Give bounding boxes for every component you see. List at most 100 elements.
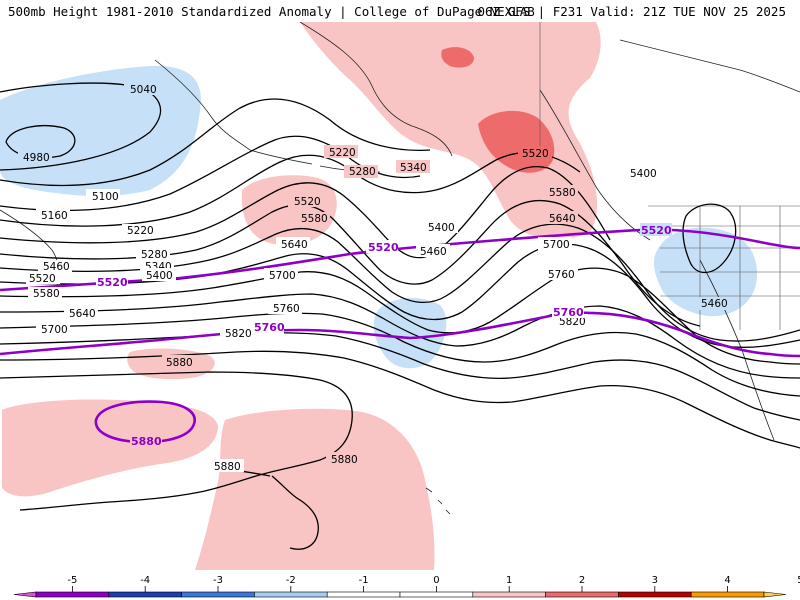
colorbar-segment (545, 591, 619, 598)
label-bg (220, 326, 254, 339)
label-5520-highlight-b: 5520 (368, 241, 399, 254)
hudson-bay-coastline (619, 39, 800, 93)
alaska-coastline (299, 22, 453, 157)
contour-5820 (0, 350, 800, 449)
model-run-info: 06Z GFS | F231 Valid: 21Z TUE NOV 25 202… (477, 4, 786, 19)
colorbar-tick-label: -5 (67, 575, 77, 586)
label-bg (162, 355, 196, 368)
label-bg (38, 260, 72, 273)
colorbar-segment (326, 591, 401, 598)
colorbar-tick-label: -1 (359, 575, 369, 586)
contour-5040 (0, 82, 162, 171)
label-5160: 5160 (41, 210, 68, 222)
contour-5100 (0, 98, 431, 187)
label-5880-highlight: 5880 (131, 435, 162, 448)
contour-5700 (0, 312, 800, 397)
label-bg (210, 459, 244, 472)
label-5820: 5820 (225, 328, 252, 340)
colorbar-segment (108, 591, 182, 598)
positive-anomaly-region (300, 22, 601, 240)
label-5520-c: 5520 (522, 148, 549, 160)
label-5280-b: 5280 (349, 166, 376, 178)
label-bg (326, 452, 360, 465)
label-bg (366, 240, 398, 253)
label-5040: 5040 (130, 84, 157, 96)
coastlines (0, 22, 800, 515)
label-5340-b: 5340 (400, 162, 427, 174)
label-5400-c: 5400 (630, 168, 657, 180)
label-bg (416, 244, 450, 257)
label-5760-b: 5760 (548, 269, 575, 281)
label-5520: 5520 (29, 273, 56, 285)
label-5580-b: 5580 (301, 213, 328, 225)
label-bg (344, 165, 378, 178)
label-5460: 5460 (43, 261, 70, 273)
label-bg (64, 306, 98, 319)
label-bg (36, 208, 70, 221)
label-bg (696, 297, 730, 310)
label-5520-b: 5520 (294, 196, 321, 208)
positive-anomaly-region (241, 175, 337, 246)
label-5220-b: 5220 (329, 147, 356, 159)
label-5880: 5880 (166, 357, 193, 369)
contour-5760-highlight (0, 311, 800, 358)
label-5760-highlight: 5760 (254, 321, 285, 334)
strong-positive-anomaly-region (441, 47, 474, 68)
label-bg (130, 434, 162, 447)
label-5700-b: 5700 (269, 270, 296, 282)
label-5640-c: 5640 (549, 213, 576, 225)
label-bg (122, 224, 156, 237)
state-grid (660, 206, 800, 330)
label-5520-highlight: 5520 (97, 276, 128, 289)
label-bg (544, 185, 578, 198)
canada-coastline (539, 89, 651, 241)
label-bg (28, 287, 62, 300)
label-bg (268, 301, 302, 314)
label-bg (544, 267, 578, 280)
label-bg (276, 237, 310, 250)
contour-5400 (0, 223, 800, 342)
colorbar-tick-label: 3 (652, 575, 658, 586)
label-bg (264, 268, 298, 281)
label-5220: 5220 (127, 225, 154, 237)
political-borders (539, 22, 800, 330)
product-title: 500mb Height 1981-2010 Standardized Anom… (8, 4, 535, 19)
colorbar-segment (399, 591, 474, 598)
positive-anomaly-region (2, 399, 218, 497)
label-5640-b: 5640 (281, 239, 308, 251)
contour-5280 (0, 166, 611, 259)
label-bg (96, 276, 128, 289)
label-5820-b: 5820 (559, 316, 586, 328)
contour-5220 (0, 152, 581, 227)
label-5460-c: 5460 (701, 298, 728, 310)
label-5400: 5400 (146, 270, 173, 282)
colorbar-segment (35, 591, 110, 598)
contour-labels: 5040 4980 5100 5160 5220 5220 5280 5280 … (18, 82, 730, 473)
colorbar-tick-label: 0 (433, 575, 439, 586)
label-5580-c: 5580 (549, 187, 576, 199)
label-bg (538, 237, 572, 250)
label-bg (640, 223, 672, 236)
colorbar-tick-label: -3 (213, 575, 223, 586)
contour-5340 (0, 200, 701, 327)
hawaii-islands (425, 487, 451, 515)
label-bg (396, 160, 430, 173)
colorbar-segment (618, 591, 692, 598)
label-5760: 5760 (273, 303, 300, 315)
label-5880-b: 5880 (214, 461, 241, 473)
label-5880-c: 5880 (331, 454, 358, 466)
colorbar-segment (690, 591, 765, 598)
colorbar-tick-marks (72, 586, 728, 592)
label-bg (26, 271, 60, 284)
contour-5880-highlight (94, 400, 196, 444)
label-bg (424, 220, 458, 233)
colorbar-tick-label: 2 (579, 575, 585, 586)
positive-anomaly-region (296, 458, 357, 503)
colorbar-tick-label: -4 (140, 575, 150, 586)
label-bg (518, 146, 552, 159)
label-4980: 4980 (23, 152, 50, 164)
label-bg (142, 268, 176, 281)
label-bg (552, 305, 584, 318)
colorbar-tick-labels: -5 -4 -3 -2 -1 0 1 2 3 4 5 (67, 575, 800, 586)
